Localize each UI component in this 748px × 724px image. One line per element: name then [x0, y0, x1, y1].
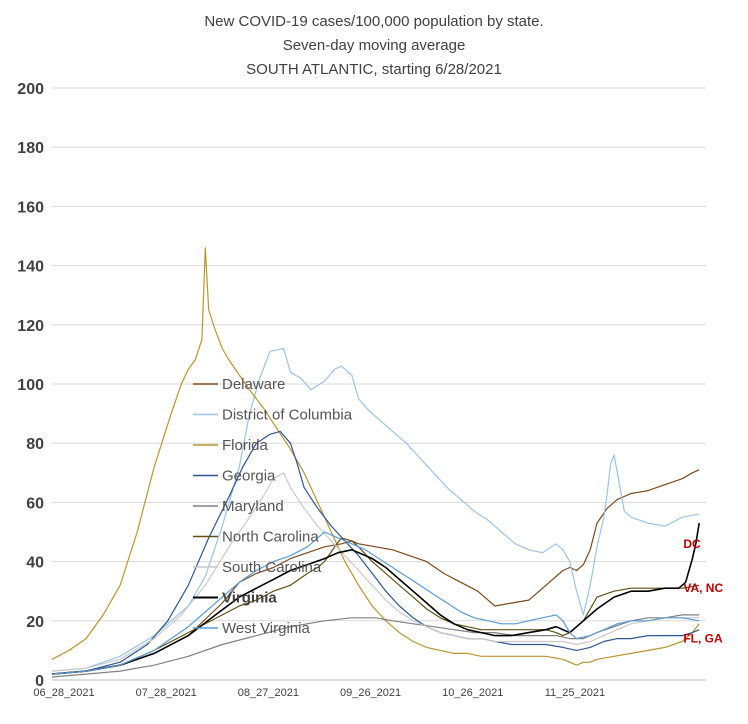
legend-label-west-virginia: West Virginia: [222, 620, 310, 637]
series-line-georgia: [51, 430, 700, 675]
y-tick-label: 100: [17, 377, 44, 394]
chart-title: New COVID-19 cases/100,000 population by…: [204, 13, 543, 78]
annotations: DC VA, NC FL, GA: [683, 537, 723, 646]
series-line-south-carolina: [51, 472, 700, 672]
chart-title-line-1: New COVID-19 cases/100,000 population by…: [204, 13, 543, 30]
legend-label-florida: Florida: [222, 437, 269, 454]
legend-label-delaware: Delaware: [222, 376, 285, 393]
y-tick-label: 80: [26, 436, 44, 453]
series-line-maryland: [51, 614, 700, 678]
y-tick-label: 140: [17, 259, 44, 276]
y-tick-label: 40: [26, 555, 44, 572]
y-tick-label: 180: [17, 140, 44, 157]
legend-label-maryland: Maryland: [222, 498, 284, 515]
y-tick-label: 160: [17, 199, 44, 216]
series-line-north-carolina: [51, 537, 700, 675]
series-line-virginia: [51, 522, 700, 675]
series-lines: [51, 247, 700, 678]
y-tick-label: 120: [17, 318, 44, 335]
series-line-florida: [51, 247, 700, 666]
x-tick-label: 08_27_2021: [238, 687, 299, 699]
y-tick-label: 200: [17, 81, 44, 98]
chart-title-line-2: Seven-day moving average: [283, 37, 466, 54]
legend-label-district-of-columbia: District of Columbia: [222, 407, 353, 424]
x-tick-label: 06_28_2021: [33, 687, 94, 699]
annotation-label: DC: [683, 537, 701, 551]
x-tick-label: 11_25_2021: [545, 687, 605, 699]
series-line-west-virginia: [51, 531, 700, 675]
series-line-delaware: [51, 469, 700, 675]
x-tick-label: 07_28_2021: [136, 687, 197, 699]
chart-title-line-3: SOUTH ATLANTIC, starting 6/28/2021: [246, 61, 502, 78]
y-tick-label: 0: [35, 673, 44, 690]
x-tick-label: 10_26_2021: [442, 687, 503, 699]
x-axis-tick-labels: 06_28_2021 07_28_2021 08_27_2021 09_26_2021…: [33, 687, 605, 699]
annotation-label: VA, NC: [683, 581, 723, 595]
x-tick-label: 09_26_2021: [340, 687, 401, 699]
gridlines: [52, 87, 706, 681]
y-tick-label: 60: [26, 495, 44, 512]
legend-label-south-carolina: South Carolina: [222, 559, 322, 576]
y-axis-tick-labels: 0 20 40 60 80 100 120 140 160 180 200: [17, 81, 44, 690]
y-tick-label: 20: [26, 614, 44, 631]
annotation-label: FL, GA: [683, 632, 723, 646]
legend-label-north-carolina: North Carolina: [222, 529, 319, 546]
legend: Delaware District of Columbia Florida Georg…: [193, 376, 353, 637]
legend-label-virginia: Virginia: [222, 590, 277, 607]
legend-label-georgia: Georgia: [222, 468, 276, 485]
